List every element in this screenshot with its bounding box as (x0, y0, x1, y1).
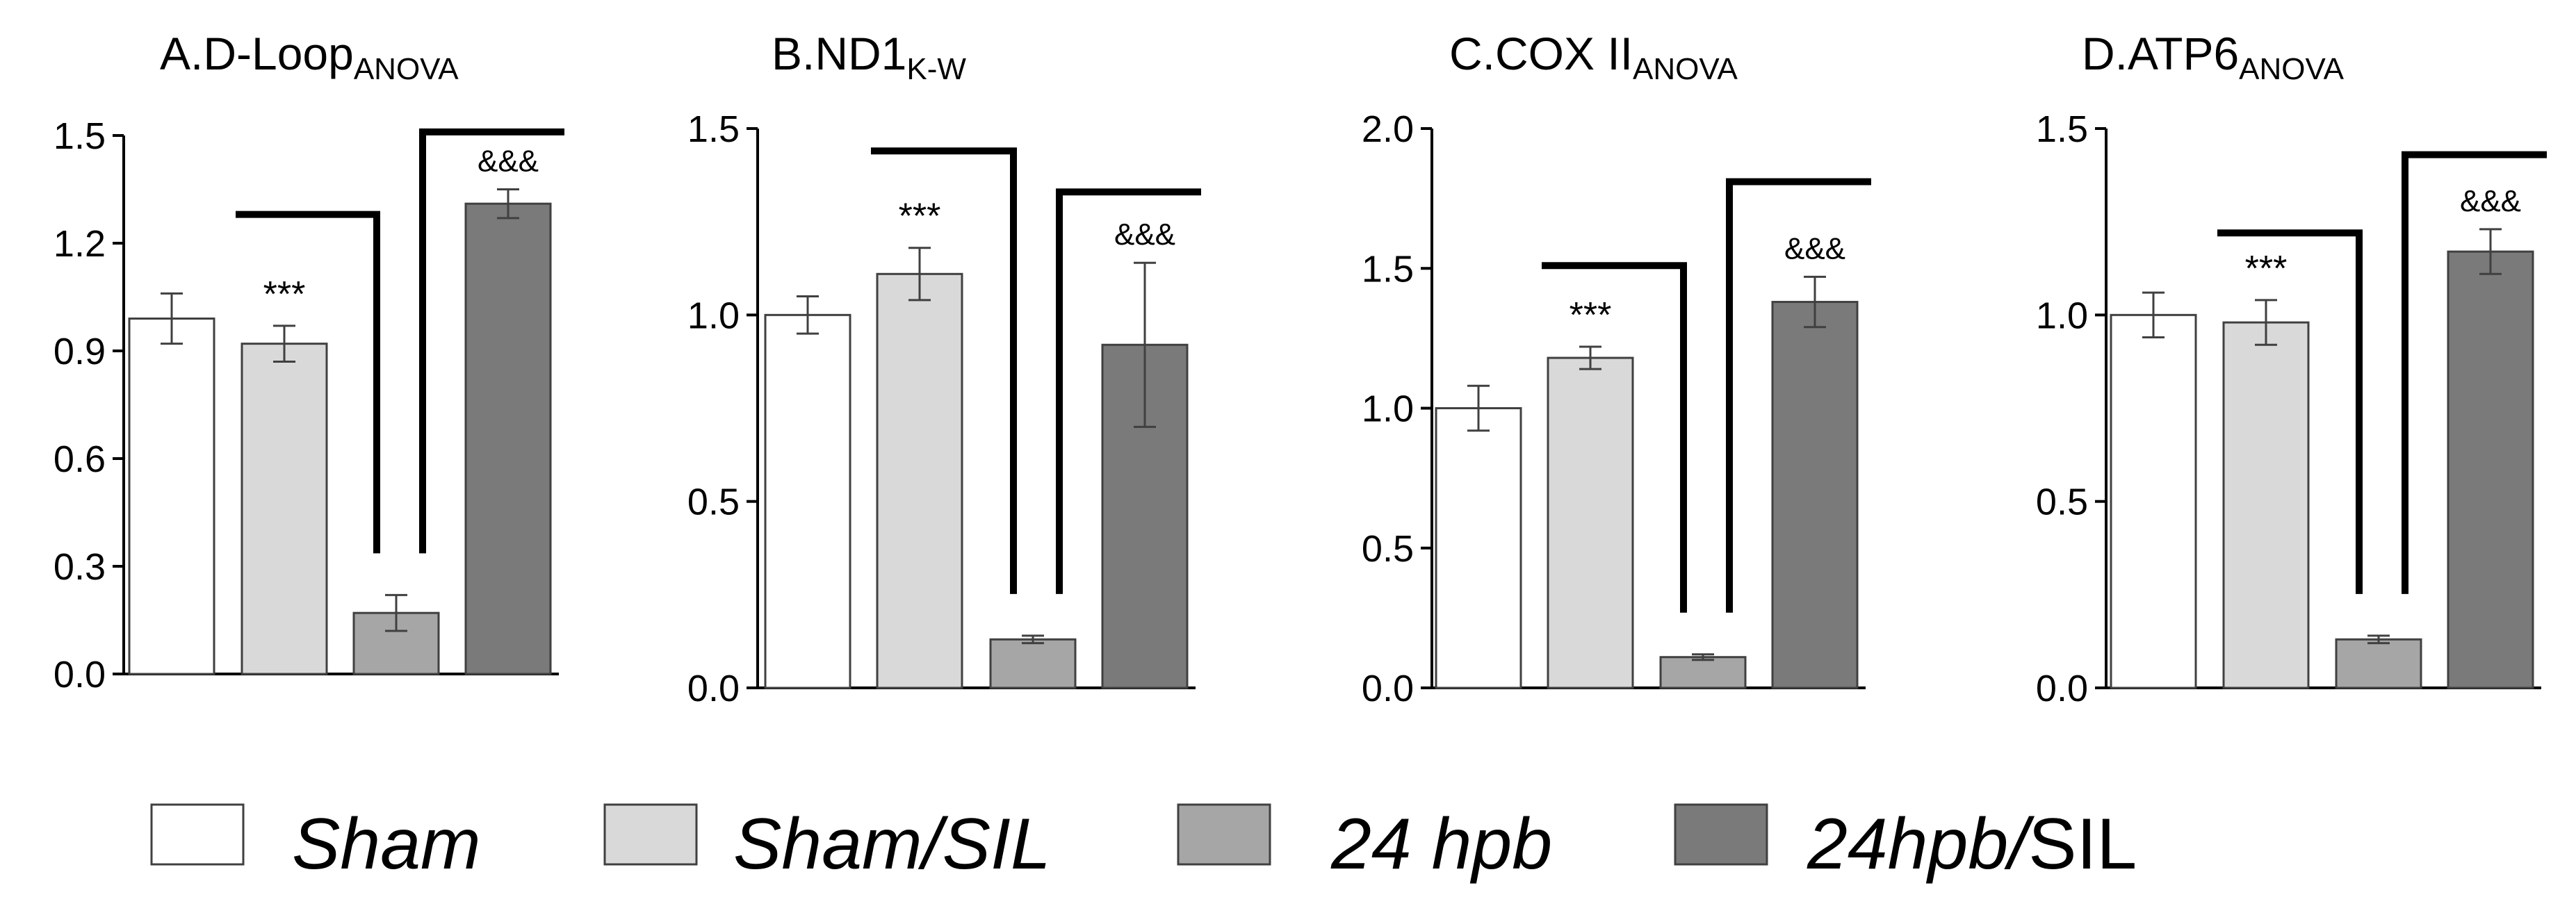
legend-label-main: Sham (292, 804, 481, 885)
bar (989, 638, 1077, 689)
chart-title-main: D.ATP6 (2082, 28, 2239, 79)
chart-panel: A.D-LoopANOVA 0.0 0.3 0.6 0.9 1.2 1.5 *** &&& (54, 28, 564, 696)
significance-bracket (419, 128, 564, 554)
y-tick-label: 1.2 (54, 223, 106, 265)
significance-label: *** (899, 197, 941, 237)
bar (1435, 407, 1522, 689)
legend-label-suffix: SIL (2028, 804, 2137, 885)
significance-bracket (2402, 151, 2547, 594)
significance-bracket (1542, 262, 1687, 613)
significance-label: *** (1570, 295, 1612, 336)
legend-item: 24 hpb (1177, 803, 1552, 885)
chart-title: C.COX IIANOVA (1449, 28, 1738, 86)
chart-title-main: B.ND1 (772, 28, 906, 79)
y-tick-label: 0.5 (1362, 528, 1414, 570)
legend-label-main: 24hpb/ (1807, 804, 2035, 885)
y-tick-label: 1.0 (2036, 295, 2088, 336)
y-tick-label: 0.0 (1362, 668, 1414, 709)
y-tick-label: 0.9 (54, 331, 106, 372)
y-tick-label: 0.5 (687, 482, 740, 523)
legend: Sham Sham/SIL 24 hpb 24hpb/SIL (150, 803, 2137, 885)
legend-item: Sham (150, 803, 481, 885)
chart-title-subscript: ANOVA (1633, 52, 1738, 86)
y-tick-label: 0.6 (54, 438, 106, 480)
significance-label: *** (263, 274, 306, 315)
chart-title: A.D-LoopANOVA (160, 28, 459, 86)
legend-item: 24hpb/SIL (1674, 803, 2137, 885)
chart-title-subscript: ANOVA (2239, 52, 2344, 86)
legend-label: Sham (292, 804, 481, 885)
y-tick-label: 1.0 (1362, 388, 1414, 430)
chart-panels: A.D-LoopANOVA0.00.30.60.91.21.5***&&&B.N… (54, 28, 2547, 709)
chart-panel: C.COX IIANOVA 0.0 0.5 1.0 1.5 2.0 *** &&& (1362, 28, 1871, 709)
y-tick-label: 1.5 (1362, 248, 1414, 290)
significance-bracket (1056, 188, 1201, 594)
y-tick-label: 1.5 (687, 108, 740, 150)
bar (1771, 301, 1859, 689)
chart-title: B.ND1K-W (772, 28, 966, 86)
legend-label: 24hpb/SIL (1807, 804, 2137, 885)
chart-panel: D.ATP6ANOVA 0.0 0.5 1.0 1.5 *** &&& (2036, 28, 2547, 709)
legend-label-main: Sham/SIL (733, 804, 1051, 885)
chart-panel: B.ND1K-W 0.0 0.5 1.0 1.5 *** &&& (687, 28, 1201, 709)
bar (464, 202, 552, 675)
y-tick-label: 0.3 (54, 546, 106, 588)
bar (2447, 250, 2534, 689)
y-tick-label: 1.5 (2036, 108, 2088, 150)
y-tick-label: 1.5 (54, 115, 106, 157)
y-tick-label: 0.0 (2036, 668, 2088, 709)
significance-bracket (236, 211, 380, 554)
chart-title-subscript: K-W (906, 52, 966, 86)
significance-bracket (871, 147, 1017, 594)
chart-title-main: A.D-Loop (160, 28, 354, 79)
legend-label-main: 24 hpb (1330, 804, 1552, 885)
chart-title-main: C.COX II (1449, 28, 1633, 79)
bar (352, 611, 440, 675)
legend-swatch (1177, 803, 1271, 866)
bar (2110, 313, 2197, 689)
bar (876, 272, 963, 689)
bar (2222, 321, 2310, 689)
legend-label: 24 hpb (1330, 804, 1552, 885)
y-tick-label: 0.5 (2036, 482, 2088, 523)
y-tick-label: 0.0 (687, 668, 740, 709)
y-tick-label: 1.0 (687, 295, 740, 336)
y-tick-label: 0.0 (54, 654, 106, 696)
legend-label: Sham/SIL (733, 804, 1051, 885)
significance-bracket (1726, 178, 1871, 613)
legend-swatch (603, 803, 698, 866)
bar (128, 318, 215, 675)
significance-label: &&& (1784, 231, 1845, 265)
significance-label: *** (2245, 249, 2288, 289)
bar (764, 313, 851, 689)
chart-title: D.ATP6ANOVA (2082, 28, 2345, 86)
bar (1547, 356, 1634, 689)
significance-bracket (2217, 229, 2363, 594)
significance-label: &&& (1114, 217, 1175, 252)
legend-swatch (1674, 803, 1768, 866)
y-tick-label: 2.0 (1362, 108, 1414, 150)
bar (1659, 656, 1747, 689)
chart-title-subscript: ANOVA (354, 52, 459, 86)
bar (2335, 638, 2422, 689)
significance-label: &&& (2460, 184, 2521, 218)
significance-label: &&& (478, 145, 539, 179)
bar (241, 343, 328, 675)
legend-swatch (150, 803, 245, 866)
legend-item: Sham/SIL (603, 803, 1051, 885)
